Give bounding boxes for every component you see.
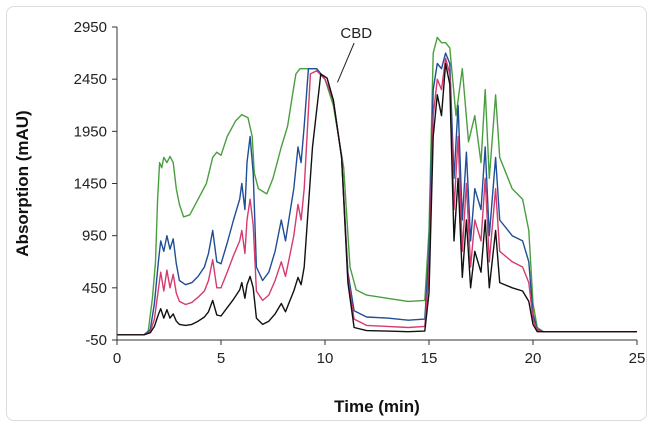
chart-frame (6, 6, 647, 421)
x-axis-title: Time (min) (334, 397, 420, 416)
y-tick-label: 1950 (74, 123, 107, 140)
ticks-layer: 0 5 10 15 20 25 -50 450 950 1450 1950 2450 2950 (74, 19, 646, 367)
series-line-4 (117, 62, 637, 336)
series-line-2 (117, 52, 637, 336)
x-tick-label: 0 (113, 350, 121, 367)
annotation-layer: CBD (337, 25, 372, 83)
x-tick-label: 5 (217, 350, 225, 367)
y-tick-label: 450 (82, 280, 107, 297)
cbd-annotation-leader (337, 42, 355, 83)
y-tick-label: 1450 (74, 176, 107, 193)
series-layer (117, 36, 637, 336)
series-line-3 (117, 57, 637, 336)
y-tick-label: 950 (82, 228, 107, 245)
x-tick-label: 20 (525, 350, 542, 367)
series-line-1 (117, 36, 637, 336)
y-tick-label: -50 (85, 332, 107, 349)
y-tick-label: 2450 (74, 71, 107, 88)
x-tick-label: 10 (317, 350, 334, 367)
cbd-annotation-label: CBD (340, 25, 372, 42)
x-tick-label: 15 (421, 350, 438, 367)
y-tick-label: 2950 (74, 19, 107, 36)
axes-layer (116, 27, 637, 341)
x-tick-label: 25 (629, 350, 646, 367)
y-axis-title: Absorption (mAU) (13, 110, 32, 256)
